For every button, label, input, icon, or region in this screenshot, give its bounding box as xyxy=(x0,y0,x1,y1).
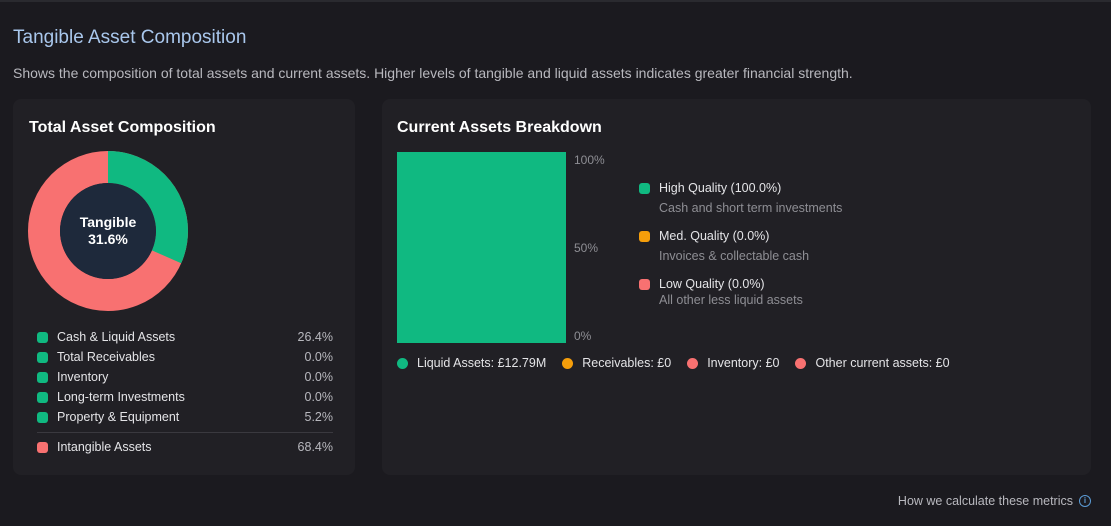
legend-label: Property & Equipment xyxy=(57,410,180,424)
legend-label: Total Receivables xyxy=(57,350,155,364)
legend-swatch xyxy=(37,441,48,453)
legend-value: 26.4% xyxy=(297,330,333,344)
methodology-link-text: How we calculate these metrics xyxy=(897,494,1073,508)
legend-dot xyxy=(562,357,574,369)
donut-center-title: Tangible xyxy=(79,214,137,230)
legend-label: Inventory xyxy=(57,370,109,384)
legend-item: Total Receivables 0.0% xyxy=(37,347,333,367)
quality-desc: Cash and short term investments xyxy=(659,201,843,215)
legend-swatch xyxy=(37,351,48,363)
bar-legend-label: Inventory: £0 xyxy=(707,356,780,370)
legend-swatch xyxy=(639,278,650,290)
legend-value: 0.0% xyxy=(304,390,334,404)
legend-swatch xyxy=(37,411,48,423)
legend-swatch xyxy=(639,182,650,194)
legend-swatch xyxy=(639,230,650,242)
page-title: Tangible Asset Composition xyxy=(13,27,247,48)
legend-value: 5.2% xyxy=(304,410,334,424)
legend-divider xyxy=(37,432,333,433)
bar-legend-item: Inventory: £0 xyxy=(687,356,779,370)
bar-legend-label: Receivables: £0 xyxy=(582,356,672,370)
bar-legend-item: Other current assets: £0 xyxy=(795,356,950,370)
legend-dot xyxy=(687,357,699,369)
axis-tick-100: 100% xyxy=(574,153,605,167)
quality-label: Low Quality (0.0%) xyxy=(659,277,765,291)
bar-legend-item: Receivables: £0 xyxy=(562,356,671,370)
quality-item-med: Med. Quality (0.0%) Invoices & collectab… xyxy=(639,229,809,263)
bar-segment-high-quality xyxy=(397,152,566,343)
quality-label: Med. Quality (0.0%) xyxy=(659,229,770,243)
bar-legend-item: Liquid Assets: £12.79M xyxy=(397,356,546,370)
total-asset-card: Total Asset Composition Tangible 31.6% C… xyxy=(13,99,355,475)
bar-legend: Liquid Assets: £12.79M Receivables: £0 I… xyxy=(397,356,966,370)
legend-value: 0.0% xyxy=(304,350,334,364)
asset-legend: Cash & Liquid Assets 26.4% Total Receiva… xyxy=(37,327,333,457)
legend-swatch xyxy=(37,391,48,403)
bar-legend-label: Liquid Assets: £12.79M xyxy=(417,356,547,370)
legend-item: Property & Equipment 5.2% xyxy=(37,407,333,427)
donut-center-label: Tangible 31.6% xyxy=(28,151,188,311)
stacked-bar xyxy=(397,152,566,343)
donut-center-value: 31.6% xyxy=(88,231,128,247)
legend-item-intangible: Intangible Assets 68.4% xyxy=(37,437,333,457)
bar-legend-label: Other current assets: £0 xyxy=(815,356,950,370)
card-title: Total Asset Composition xyxy=(29,119,216,136)
info-icon[interactable]: i xyxy=(1079,495,1091,507)
current-assets-card: Current Assets Breakdown 100% 50% 0% Hig… xyxy=(382,99,1091,475)
legend-label: Intangible Assets xyxy=(57,440,152,454)
legend-item: Long-term Investments 0.0% xyxy=(37,387,333,407)
quality-label: High Quality (100.0%) xyxy=(659,181,782,195)
axis-tick-0: 0% xyxy=(574,329,592,343)
methodology-link[interactable]: How we calculate these metrics i xyxy=(898,494,1091,508)
legend-dot xyxy=(795,357,807,369)
legend-swatch xyxy=(37,371,48,383)
donut-chart xyxy=(28,151,188,311)
legend-swatch xyxy=(37,331,48,343)
legend-value: 68.4% xyxy=(297,440,333,454)
axis-tick-50: 50% xyxy=(574,241,599,255)
legend-dot xyxy=(397,357,408,369)
quality-item-high: High Quality (100.0%) Cash and short ter… xyxy=(639,181,842,215)
donut-segment-tangible xyxy=(28,151,188,311)
quality-desc: All other less liquid assets xyxy=(659,293,803,307)
legend-item: Cash & Liquid Assets 26.4% xyxy=(37,327,333,347)
card-title: Current Assets Breakdown xyxy=(397,119,602,136)
quality-desc: Invoices & collectable cash xyxy=(659,249,810,263)
donut-center xyxy=(60,183,156,279)
quality-item-low: Low Quality (0.0%) All other less liquid… xyxy=(639,277,803,307)
legend-value: 0.0% xyxy=(304,370,334,384)
legend-label: Long-term Investments xyxy=(57,390,185,404)
legend-label: Cash & Liquid Assets xyxy=(57,330,176,344)
page-description: Shows the composition of total assets an… xyxy=(13,65,853,81)
legend-item: Inventory 0.0% xyxy=(37,367,333,387)
